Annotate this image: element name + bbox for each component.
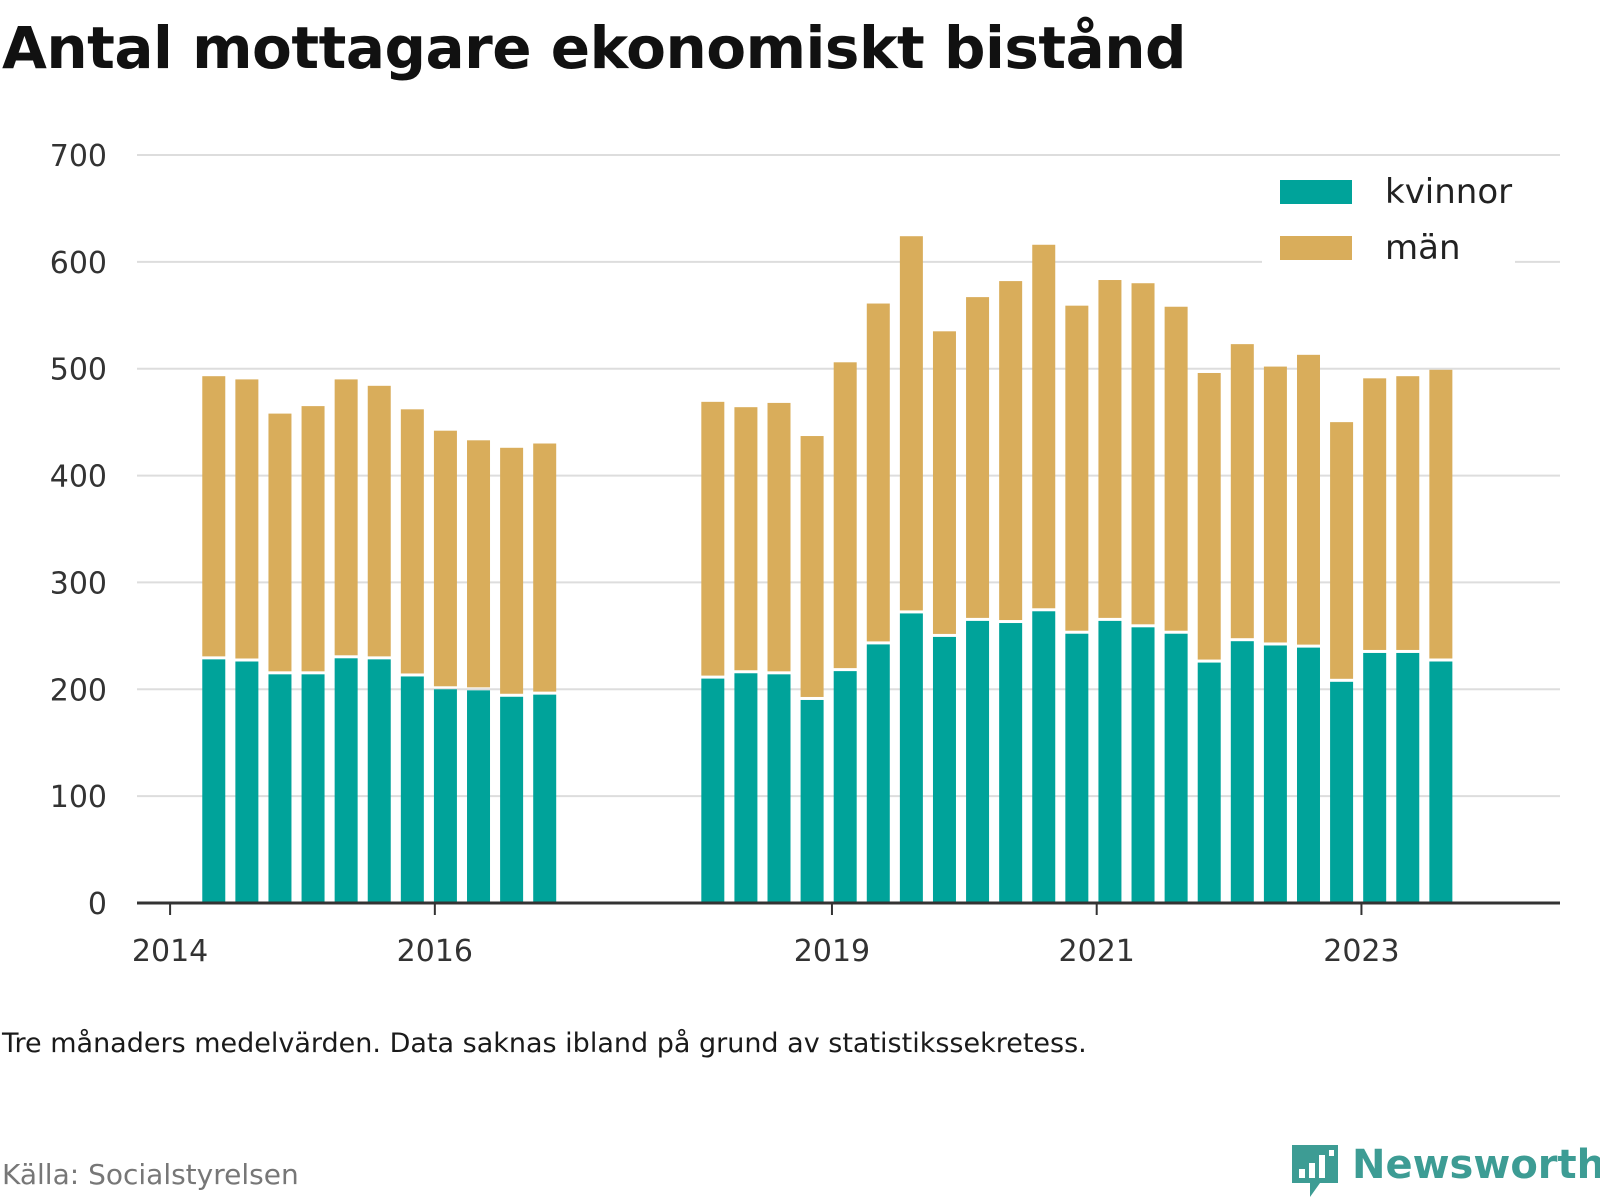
bar-kvinnor (1363, 652, 1387, 903)
bar-man (1396, 376, 1420, 650)
bar-kvinnor (367, 659, 391, 903)
bar-man (800, 436, 824, 697)
bar-kvinnor (334, 658, 358, 903)
bar-man (1098, 280, 1122, 618)
y-tick-label: 500 (50, 353, 107, 388)
y-tick-label: 100 (50, 780, 107, 815)
bar-man (833, 362, 857, 669)
bar-man (1263, 366, 1287, 643)
x-tick-label: 2016 (397, 934, 473, 969)
bar-kvinnor (767, 674, 791, 903)
newsworthy-logo: Newsworthy (1290, 1143, 1600, 1199)
legend-label-man: män (1385, 228, 1461, 268)
bar-kvinnor (1429, 661, 1453, 903)
bar-kvinnor (1396, 652, 1420, 903)
bar-kvinnor (500, 696, 524, 903)
bar-kvinnor (268, 674, 292, 903)
bar-kvinnor (1230, 641, 1254, 903)
bar-man (1197, 372, 1221, 660)
chart-title: Antal mottagare ekonomiskt bistånd (2, 14, 1187, 82)
bar-kvinnor (734, 673, 758, 903)
chart-note: Tre månaders medelvärden. Data saknas ib… (2, 1028, 1087, 1059)
bar-man (301, 406, 325, 672)
bar-man (433, 430, 457, 687)
bar-man (701, 401, 725, 676)
bar-kvinnor (1032, 611, 1056, 903)
bar-chart-speech-icon (1292, 1145, 1338, 1197)
y-tick-label: 700 (50, 139, 107, 174)
legend-label-kvinnor: kvinnor (1385, 172, 1512, 212)
bars (202, 236, 1453, 903)
bar-kvinnor (932, 636, 956, 903)
bar-man (268, 413, 292, 672)
bar-man (1296, 354, 1320, 645)
bar-man (367, 385, 391, 657)
y-tick-label: 300 (50, 566, 107, 601)
bar-kvinnor (800, 699, 824, 903)
x-axis (137, 901, 1560, 915)
bar-man (467, 440, 491, 688)
bar-man (500, 447, 524, 694)
bar-man (734, 407, 758, 671)
legend: kvinnor män (1262, 172, 1515, 268)
bar-kvinnor (999, 623, 1023, 903)
bar-man (235, 379, 259, 659)
bar-kvinnor (1330, 681, 1354, 903)
bar-kvinnor (1131, 627, 1155, 903)
legend-swatch-man (1280, 236, 1352, 260)
bar-man (1363, 378, 1387, 650)
bar-kvinnor (433, 689, 457, 903)
bar-kvinnor (202, 659, 226, 903)
bar-kvinnor (899, 613, 923, 903)
x-tick-label: 2021 (1059, 934, 1135, 969)
bar-man (866, 303, 890, 642)
bar-kvinnor (1098, 620, 1122, 903)
bar-kvinnor (533, 694, 557, 903)
bar-kvinnor (235, 661, 259, 903)
x-tick-labels: 2014 2016 2019 2021 2023 (132, 934, 1400, 969)
bar-man (533, 443, 557, 692)
y-tick-label: 400 (50, 460, 107, 495)
y-tick-labels: 0 100 200 300 400 500 600 700 (50, 139, 107, 922)
bar-kvinnor (1197, 662, 1221, 903)
bar-kvinnor (966, 620, 990, 903)
bar-man (767, 402, 791, 672)
bar-kvinnor (400, 676, 424, 903)
bar-kvinnor (833, 671, 857, 903)
x-tick-label: 2023 (1323, 934, 1399, 969)
bar-man (1330, 422, 1354, 679)
bar-man (334, 379, 358, 656)
brand-name: Newsworthy (1352, 1142, 1600, 1188)
bar-kvinnor (301, 674, 325, 903)
y-tick-label: 0 (88, 887, 107, 922)
source-text: Källa: Socialstyrelsen (2, 1158, 299, 1191)
bar-kvinnor (1263, 645, 1287, 903)
bar-kvinnor (866, 644, 890, 903)
bar-man (202, 376, 226, 657)
x-tick-label: 2019 (794, 934, 870, 969)
bar-man (1429, 369, 1453, 659)
bar-man (1230, 344, 1254, 639)
bar-kvinnor (467, 690, 491, 903)
bar-man (1065, 305, 1089, 631)
bar-man (1032, 244, 1056, 609)
y-tick-label: 600 (50, 246, 107, 281)
bar-man (966, 297, 990, 618)
bar-kvinnor (1164, 633, 1188, 903)
bar-kvinnor (701, 678, 725, 903)
bar-man (932, 331, 956, 634)
bar-kvinnor (1065, 633, 1089, 903)
x-tick-label: 2014 (132, 934, 208, 969)
bar-man (400, 409, 424, 674)
bar-man (1164, 306, 1188, 631)
legend-swatch-kvinnor (1280, 180, 1352, 204)
bar-man (999, 281, 1023, 621)
bar-man (1131, 283, 1155, 625)
y-tick-label: 200 (50, 673, 107, 708)
bar-man (899, 236, 923, 611)
bar-kvinnor (1296, 647, 1320, 903)
